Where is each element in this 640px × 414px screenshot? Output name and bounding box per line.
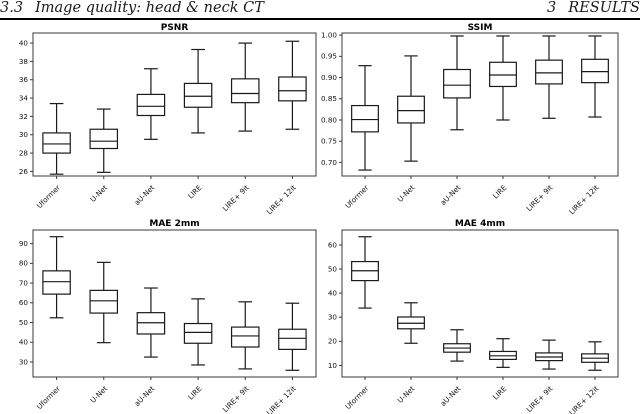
y-tick-label: 10 <box>328 361 338 370</box>
running-head: 3 RESULTS <box>547 0 640 16</box>
iqr-box <box>89 128 119 150</box>
iqr-box <box>278 328 307 350</box>
iqr-box <box>278 76 307 102</box>
plot-frame <box>32 229 317 378</box>
iqr-box <box>489 61 517 88</box>
y-tick-label: 90 <box>19 239 29 248</box>
y-tick-label: 36 <box>19 75 29 84</box>
x-tick-label: LIRE+ 9it <box>221 183 251 213</box>
running-title: RESULTS <box>568 0 640 16</box>
y-tick-label: 40 <box>19 38 29 47</box>
y-tick-label: 32 <box>19 112 28 121</box>
x-tick-label: aU-Net <box>132 183 156 207</box>
x-tick-label: LIRE+ 12it <box>567 183 600 216</box>
iqr-box <box>183 82 213 108</box>
y-tick-label: 40 <box>19 338 29 347</box>
y-tick-label: 26 <box>19 167 29 176</box>
section-number: 3.3 <box>0 0 24 16</box>
y-tick-label: 60 <box>328 240 338 249</box>
chart-title: SSIM <box>468 23 493 33</box>
y-tick-label: 38 <box>19 57 29 66</box>
x-tick-label: LIRE+ 12it <box>567 384 600 414</box>
y-tick-label: 0.85 <box>321 94 337 103</box>
mae-2mm-boxplot-chart: MAE 2mm 30 40 50 60 70 80 90 Uformer U-Net aU-Net L… <box>19 219 317 414</box>
plot-frame <box>341 229 619 378</box>
y-tick-label: 0.90 <box>321 73 337 82</box>
y-tick-label: 28 <box>19 148 29 157</box>
x-tick-label: aU-Net <box>132 384 156 408</box>
y-tick-label: 30 <box>328 313 338 322</box>
iqr-box <box>443 68 471 99</box>
x-tick-label: LIRE <box>186 183 204 201</box>
iqr-box <box>136 93 166 117</box>
x-tick-label: LIRE <box>491 384 509 402</box>
y-tick-label: 30 <box>19 130 29 139</box>
x-tick-label: U-Net <box>88 384 109 405</box>
figure-grid: PSNR 26 28 30 32 34 36 38 40 Uformer U-Net aU-Net LI… <box>0 20 640 414</box>
iqr-box <box>89 289 119 314</box>
x-tick-label: aU-Net <box>438 384 462 408</box>
iqr-box <box>397 95 425 124</box>
y-tick-label: 1.00 <box>321 31 337 40</box>
psnr-boxplot-chart: PSNR 26 28 30 32 34 36 38 40 Uformer U-Net aU-Net LI… <box>19 23 317 216</box>
y-tick-label: 0.70 <box>321 158 337 167</box>
y-tick-label: 20 <box>328 337 338 346</box>
y-tick-label: 40 <box>328 289 338 298</box>
y-tick-label: 50 <box>328 264 338 273</box>
x-tick-label: U-Net <box>396 384 417 405</box>
section-title: Image quality: head & neck CT <box>35 0 264 16</box>
y-tick-label: 30 <box>19 357 29 366</box>
iqr-box <box>42 132 71 154</box>
y-tick-label: 80 <box>19 259 29 268</box>
x-tick-label: Uformer <box>343 183 370 210</box>
y-tick-label: 0.95 <box>321 52 337 61</box>
y-tick-label: 50 <box>19 318 29 327</box>
chart-title: PSNR <box>161 23 189 33</box>
y-tick-label: 34 <box>19 93 29 102</box>
iqr-box <box>183 322 213 344</box>
iqr-box <box>351 104 379 133</box>
x-tick-label: LIRE+ 12it <box>265 384 298 414</box>
chart-title: MAE 4mm <box>455 219 505 229</box>
ssim-boxplot-chart: SSIM 0.70 0.75 0.80 0.85 0.90 0.95 1.00 Uformer U… <box>321 23 619 216</box>
x-tick-label: Uformer <box>35 384 62 411</box>
x-tick-label: Uformer <box>35 183 62 210</box>
y-tick-label: 70 <box>19 278 29 287</box>
chart-title: MAE 2mm <box>149 219 199 229</box>
x-tick-label: LIRE+ 9it <box>524 183 554 213</box>
y-tick-label: 60 <box>19 298 29 307</box>
page-header: 3.3 Image quality: head & neck CT 3 RESULT… <box>0 0 640 20</box>
x-tick-label: LIRE+ 12it <box>265 183 298 216</box>
mae-4mm-boxplot-chart: MAE 4mm 10 20 30 40 50 60 Uformer U-Net aU-Net LIR… <box>328 219 619 414</box>
y-tick-label: 0.75 <box>321 137 337 146</box>
x-tick-label: aU-Net <box>438 183 462 207</box>
plot-frame <box>32 32 317 177</box>
x-tick-label: LIRE+ 9it <box>524 384 554 414</box>
iqr-box <box>535 59 563 85</box>
x-tick-label: U-Net <box>396 183 417 204</box>
iqr-box <box>42 270 71 295</box>
x-tick-label: LIRE <box>491 183 509 201</box>
iqr-box <box>581 58 609 84</box>
x-tick-label: Uformer <box>343 384 370 411</box>
plot-frame <box>341 32 619 177</box>
iqr-box <box>230 326 260 348</box>
x-tick-label: LIRE+ 9it <box>221 384 251 414</box>
x-tick-label: LIRE <box>186 384 204 402</box>
x-tick-label: U-Net <box>88 183 109 204</box>
iqr-box <box>230 78 260 104</box>
section-heading: 3.3 Image quality: head & neck CT <box>0 0 264 16</box>
chapter-number: 3 <box>547 0 557 16</box>
y-tick-label: 0.80 <box>321 115 337 124</box>
